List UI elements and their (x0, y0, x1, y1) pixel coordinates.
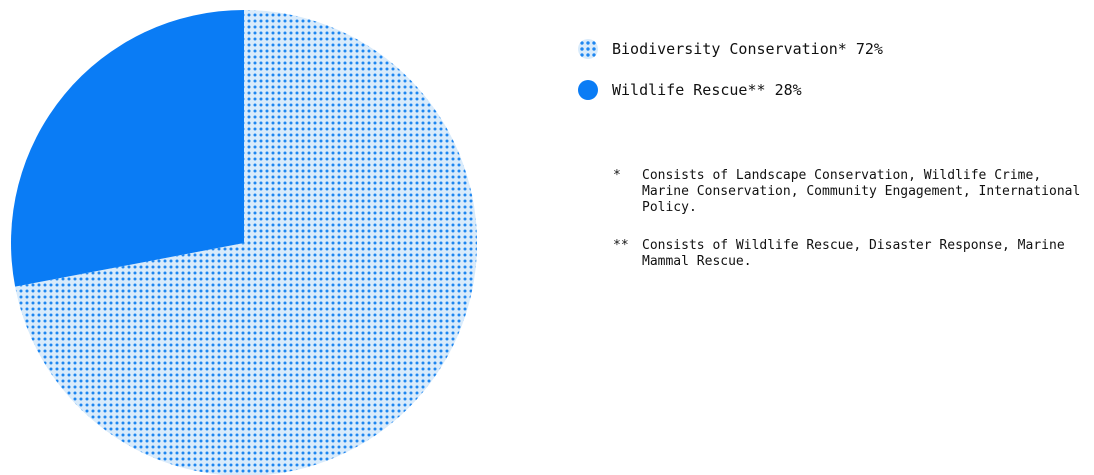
footnote-mark: ** (613, 238, 629, 253)
pie-slice-biodiversity-conservation (15, 10, 477, 475)
footnote-text: Consists of Wildlife Rescue, Disaster Re… (642, 238, 1065, 269)
legend-value: 28% (774, 81, 802, 99)
legend-swatch-solid-icon (578, 80, 598, 100)
legend-value: 72% (855, 40, 883, 58)
legend: Biodiversity Conservation* 72% Wildlife … (578, 36, 883, 118)
pie-chart (11, 10, 477, 475)
pie-slice-wildlife-rescue (11, 10, 244, 287)
legend-label: Wildlife Rescue** (612, 81, 766, 99)
footnote-2: ** Consists of Wildlife Rescue, Disaster… (613, 238, 1094, 270)
footnote-1: * Consists of Landscape Conservation, Wi… (613, 168, 1094, 216)
legend-item-biodiversity-conservation: Biodiversity Conservation* 72% (578, 36, 883, 62)
footnotes: * Consists of Landscape Conservation, Wi… (613, 168, 1094, 292)
legend-item-wildlife-rescue: Wildlife Rescue** 28% (578, 77, 883, 103)
pie-slices (11, 10, 477, 475)
footnote-mark: * (613, 168, 621, 183)
legend-label: Biodiversity Conservation* (612, 40, 847, 58)
footnote-text: Consists of Landscape Conservation, Wild… (642, 168, 1081, 215)
legend-swatch-dotted-icon (578, 39, 598, 59)
